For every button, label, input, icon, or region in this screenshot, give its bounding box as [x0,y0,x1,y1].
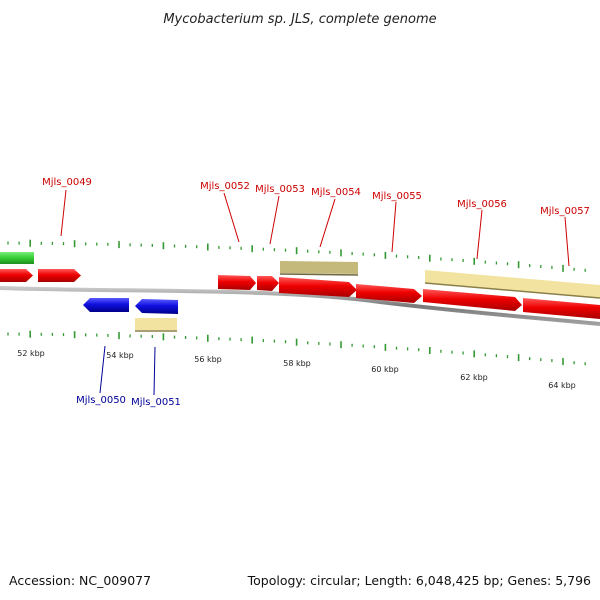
scale-label-58kbp: 58 kbp [283,359,311,368]
gene-label-mjls-0050[interactable]: Mjls_0050 [76,395,126,406]
scale-label-54kbp: 54 kbp [106,351,134,360]
gene-arrow-forward-1[interactable] [0,269,33,282]
accession-text: Accession: NC_009077 [9,573,151,588]
reverse-leader-lines [99,345,156,396]
tick-row-bottom [7,330,586,366]
feature-band-mjls-0051 [135,318,177,330]
scale-label-60kbp: 60 kbp [371,365,399,374]
gene-arrow-mjls-0054[interactable] [279,277,357,297]
scale-label-56kbp: 56 kbp [194,355,222,364]
gene-arrow-mjls-0057[interactable] [523,298,600,319]
feature-band-mjls-0054-edge [279,273,359,276]
gene-label-mjls-0054[interactable]: Mjls_0054 [311,187,361,198]
gene-green-partial [0,252,34,264]
gene-arrow-mjls-0052[interactable] [218,275,256,290]
topology-text: Topology: circular; Length: 6,048,425 bp… [247,573,591,588]
feature-band-long [425,270,600,298]
scale-label-64kbp: 64 kbp [548,381,576,390]
gene-label-mjls-0049[interactable]: Mjls_0049 [42,177,92,188]
gene-label-mjls-0051[interactable]: Mjls_0051 [131,397,181,408]
tick-row-top [7,239,586,272]
forward-leader-lines [60,189,570,267]
map-title: Mycobacterium sp. JLS, complete genome [163,12,436,27]
gene-label-mjls-0056[interactable]: Mjls_0056 [457,199,507,210]
gene-label-mjls-0053[interactable]: Mjls_0053 [255,184,305,195]
scale-label-62kbp: 62 kbp [460,373,488,382]
gene-arrow-mjls-0056[interactable] [423,289,522,311]
gene-arrow-mjls-0051[interactable] [135,299,178,314]
genome-backbone [0,286,600,326]
gene-label-mjls-0055[interactable]: Mjls_0055 [372,191,422,202]
scale-label-52kbp: 52 kbp [17,349,45,358]
gene-label-mjls-0052[interactable]: Mjls_0052 [200,181,250,192]
feature-band-long-edge [424,282,600,299]
gene-arrow-mjls-0055[interactable] [356,284,422,303]
feature-band-mjls-0054 [280,261,358,274]
gene-arrow-mjls-0050[interactable] [83,298,129,312]
gene-label-mjls-0057[interactable]: Mjls_0057 [540,206,590,217]
gene-arrow-mjls-0049[interactable] [38,269,81,282]
gene-arrow-mjls-0053[interactable] [257,276,279,291]
